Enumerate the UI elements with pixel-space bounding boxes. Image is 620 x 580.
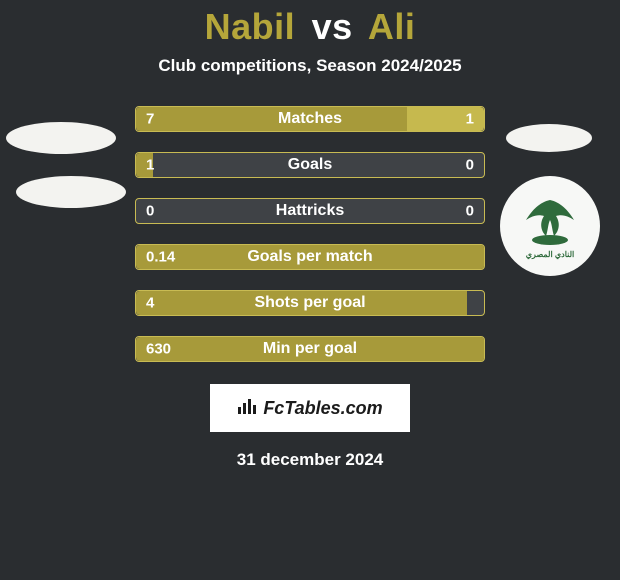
stat-bar: 0.14 Goals per match <box>135 244 485 270</box>
brand-badge: FcTables.com <box>210 384 410 432</box>
eagle-icon <box>518 194 582 248</box>
date-text: 31 december 2024 <box>237 450 384 470</box>
stat-label: Goals <box>288 156 332 174</box>
stat-label: Hattricks <box>276 202 344 220</box>
subtitle: Club competitions, Season 2024/2025 <box>158 56 461 76</box>
stat-label: Shots per goal <box>254 294 365 312</box>
page-title: Nabil vs Ali <box>205 6 416 48</box>
stat-bar: 1 Goals 0 <box>135 152 485 178</box>
stat-value-left: 1 <box>146 157 154 174</box>
stat-label: Goals per match <box>247 248 372 266</box>
club-crest: النادي المصري <box>500 176 600 276</box>
vs-label: vs <box>312 6 353 47</box>
stat-value-left: 7 <box>146 111 154 128</box>
stat-value-left: 4 <box>146 295 154 312</box>
stat-value-right: 0 <box>466 203 474 220</box>
stat-value-right: 1 <box>466 111 474 128</box>
player-left-name: Nabil <box>205 6 296 47</box>
brand-text: FcTables.com <box>263 398 382 419</box>
stats-column: 7 Matches 1 1 Goals 0 0 Hattricks 0 0.14 Goals per… <box>135 106 485 362</box>
avatar-placeholder-left-1 <box>6 122 116 154</box>
chart-icon <box>237 397 257 420</box>
stat-bar: 630 Min per goal <box>135 336 485 362</box>
avatar-placeholder-left-2 <box>16 176 126 208</box>
stat-value-left: 0.14 <box>146 249 175 266</box>
stat-label: Min per goal <box>263 340 357 358</box>
stat-bar: 4 Shots per goal <box>135 290 485 316</box>
stat-fill-left <box>136 107 407 131</box>
crest-label: النادي المصري <box>526 250 574 259</box>
stat-bar: 7 Matches 1 <box>135 106 485 132</box>
avatar-placeholder-right <box>506 124 592 152</box>
stat-label: Matches <box>278 110 342 128</box>
stat-value-right: 0 <box>466 157 474 174</box>
stat-value-left: 0 <box>146 203 154 220</box>
stat-value-left: 630 <box>146 341 171 358</box>
player-right-name: Ali <box>368 6 416 47</box>
stat-bar: 0 Hattricks 0 <box>135 198 485 224</box>
